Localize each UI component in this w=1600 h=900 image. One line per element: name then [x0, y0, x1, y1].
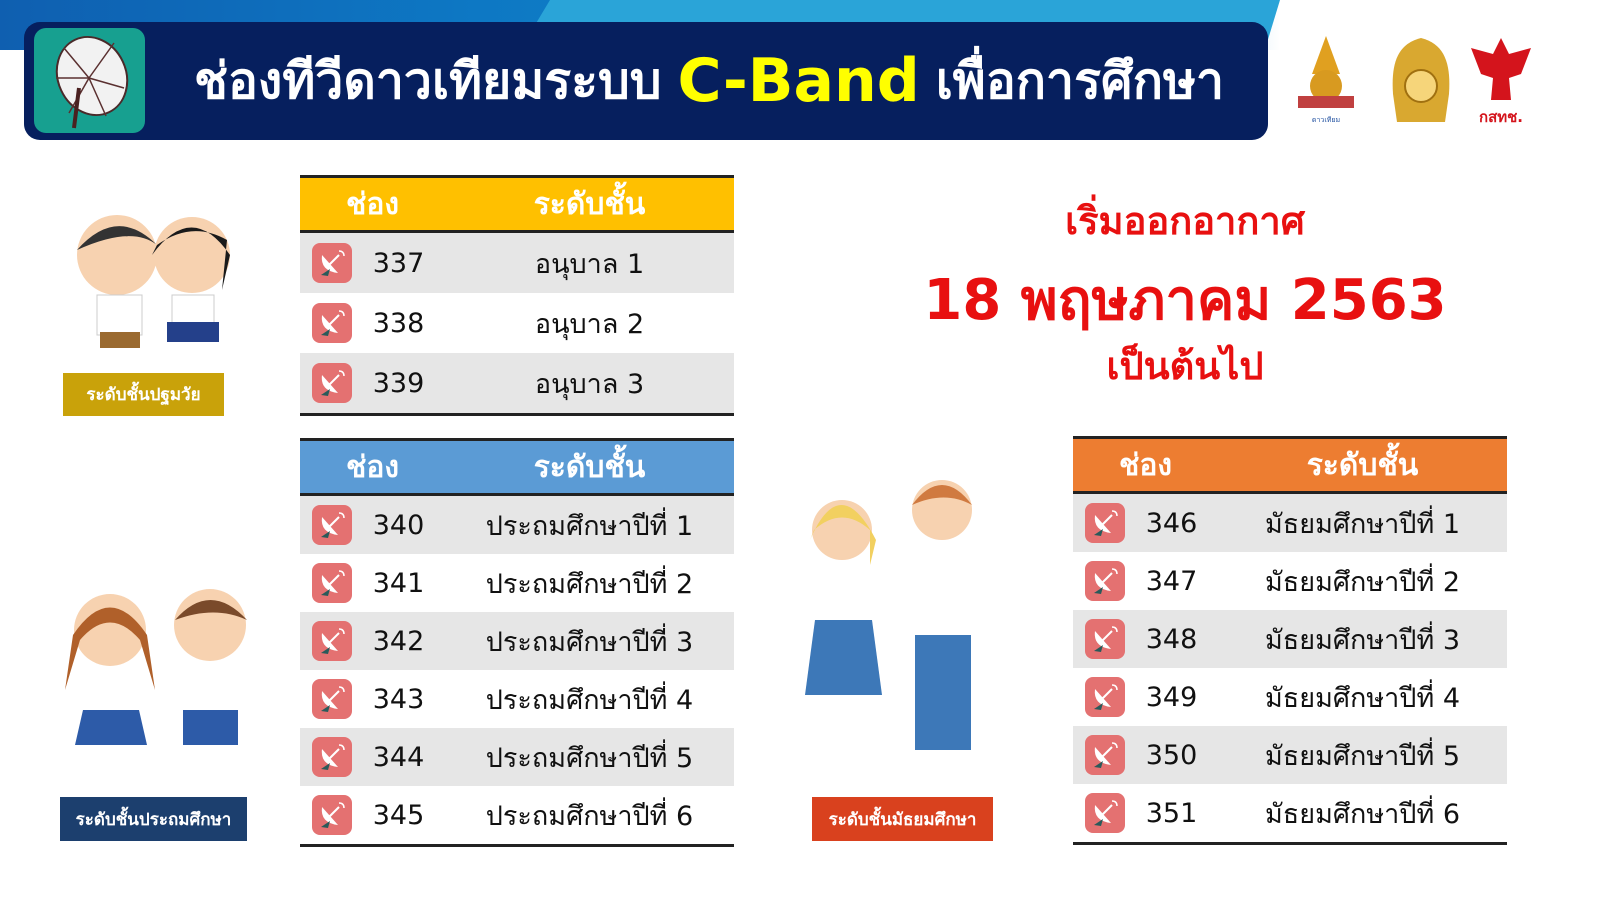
svg-text:ดาวเทียม: ดาวเทียม [1312, 116, 1340, 124]
primary-label: ระดับชั้นประถมศึกษา [60, 797, 247, 841]
grade-level: มัธยมศึกษาปีที่ 5 [1264, 740, 1461, 772]
satellite-dish-icon [312, 679, 352, 719]
table-header: ช่อง ระดับชั้น [300, 175, 734, 233]
ministry-of-education-logo [1385, 34, 1457, 128]
grade-level: มัธยมศึกษาปีที่ 1 [1264, 508, 1461, 540]
secondary-channel-table: ช่อง ระดับชั้น 346 มัธยมศึกษาปีที่ 1 347 มัธย… [1073, 436, 1507, 845]
satellite-dish-icon [1085, 793, 1125, 833]
channel-number: 349 [1145, 681, 1198, 713]
level-column-header: ระดับชั้น [533, 449, 646, 485]
secondary-label: ระดับชั้นมัธยมศึกษา [812, 797, 993, 841]
satellite-dish-icon [1085, 619, 1125, 659]
table-row: 343 ประถมศึกษาปีที่ 4 [300, 670, 734, 728]
grade-level: ประถมศึกษาปีที่ 5 [485, 742, 694, 774]
satellite-dish-icon [1085, 677, 1125, 717]
satellite-dish-icon [1085, 561, 1125, 601]
channel-column-header: ช่อง [1118, 447, 1173, 483]
table-row: 341 ประถมศึกษาปีที่ 2 [300, 554, 734, 612]
preschool-channel-table: ช่อง ระดับชั้น 337 อนุบาล 1 338 อนุบาล 2 339 อน… [300, 175, 734, 416]
satellite-dish-icon [312, 363, 352, 403]
table-row: 350 มัธยมศึกษาปีที่ 5 [1073, 726, 1507, 784]
table-row: 338 อนุบาล 2 [300, 293, 734, 353]
grade-level: มัธยมศึกษาปีที่ 2 [1264, 566, 1461, 598]
channel-number: 337 [372, 247, 425, 279]
satellite-dish-icon [1085, 735, 1125, 775]
satellite-dish-icon [312, 563, 352, 603]
grade-level: อนุบาล 2 [534, 308, 645, 340]
table-row: 345 ประถมศึกษาปีที่ 6 [300, 786, 734, 844]
channel-number: 350 [1145, 739, 1198, 771]
channel-number: 339 [372, 367, 425, 399]
satellite-dish-icon [312, 737, 352, 777]
grade-level: อนุบาล 3 [534, 368, 645, 400]
table-header: ช่อง ระดับชั้น [1073, 436, 1507, 494]
primary-kids-illustration [55, 580, 255, 775]
grade-level: ประถมศึกษาปีที่ 6 [485, 800, 694, 832]
title-highlight: C-Band [677, 46, 920, 116]
grade-level: มัธยมศึกษาปีที่ 6 [1264, 798, 1461, 830]
grade-level: มัธยมศึกษาปีที่ 4 [1264, 682, 1461, 714]
channel-number: 344 [372, 741, 425, 773]
broadcast-onwards-label: เป็นต้นไป [1106, 344, 1264, 388]
grade-level: อนุบาล 1 [534, 248, 645, 280]
page-title: ช่องทีวีดาวเทียมระบบ C-Band เพื่อการศึกษ… [154, 22, 1264, 140]
channel-number: 340 [372, 509, 425, 541]
title-prefix: ช่องทีวีดาวเทียมระบบ [193, 51, 662, 110]
channel-number: 343 [372, 683, 425, 715]
header-bar: ช่องทีวีดาวเทียมระบบ C-Band เพื่อการศึกษ… [24, 22, 1268, 140]
table-row: 344 ประถมศึกษาปีที่ 5 [300, 728, 734, 786]
channel-column-header: ช่อง [345, 449, 400, 485]
table-header: ช่อง ระดับชั้น [300, 438, 734, 496]
table-row: 351 มัธยมศึกษาปีที่ 6 [1073, 784, 1507, 842]
channel-number: 342 [372, 625, 425, 657]
grade-level: ประถมศึกษาปีที่ 2 [485, 568, 694, 600]
table-row: 348 มัธยมศึกษาปีที่ 3 [1073, 610, 1507, 668]
satellite-dish-icon [312, 621, 352, 661]
satellite-dish-icon [312, 243, 352, 283]
secondary-students-illustration [800, 470, 1000, 775]
satellite-dish-icon [34, 28, 145, 133]
table-row: 342 ประถมศึกษาปีที่ 3 [300, 612, 734, 670]
distance-learning-logo: ดาวเทียม [1290, 34, 1362, 128]
table-row: 347 มัธยมศึกษาปีที่ 2 [1073, 552, 1507, 610]
level-column-header: ระดับชั้น [1306, 447, 1419, 483]
broadcast-start-label: เริ่มออกอากาศ [1065, 199, 1305, 243]
satellite-dish-icon [312, 505, 352, 545]
preschool-kids-illustration [62, 200, 237, 365]
table-row: 346 มัธยมศึกษาปีที่ 1 [1073, 494, 1507, 552]
channel-number: 351 [1145, 797, 1198, 829]
svg-text:กสทช.: กสทช. [1479, 108, 1523, 126]
table-row: 339 อนุบาล 3 [300, 353, 734, 413]
grade-level: ประถมศึกษาปีที่ 4 [485, 684, 694, 716]
channel-column-header: ช่อง [345, 186, 400, 222]
channel-number: 341 [372, 567, 425, 599]
channel-number: 345 [372, 799, 425, 831]
preschool-label: ระดับชั้นปฐมวัย [63, 373, 224, 416]
table-row: 337 อนุบาล 1 [300, 233, 734, 293]
satellite-dish-icon [1085, 503, 1125, 543]
satellite-dish-icon [312, 303, 352, 343]
channel-number: 348 [1145, 623, 1198, 655]
table-row: 340 ประถมศึกษาปีที่ 1 [300, 496, 734, 554]
level-column-header: ระดับชั้น [533, 186, 646, 222]
satellite-dish-icon [312, 795, 352, 835]
broadcast-date: 18 พฤษภาคม 2563 [923, 268, 1447, 333]
grade-level: ประถมศึกษาปีที่ 1 [485, 510, 694, 542]
title-suffix: เพื่อการศึกษา [935, 51, 1225, 110]
table-row: 349 มัธยมศึกษาปีที่ 4 [1073, 668, 1507, 726]
channel-number: 346 [1145, 507, 1198, 539]
nbtc-logo: กสทช. [1465, 34, 1537, 128]
channel-number: 338 [372, 307, 425, 339]
grade-level: มัธยมศึกษาปีที่ 3 [1264, 624, 1461, 656]
channel-number: 347 [1145, 565, 1198, 597]
grade-level: ประถมศึกษาปีที่ 3 [485, 626, 694, 658]
primary-channel-table: ช่อง ระดับชั้น 340 ประถมศึกษาปีที่ 1 341 ประถ… [300, 438, 734, 847]
